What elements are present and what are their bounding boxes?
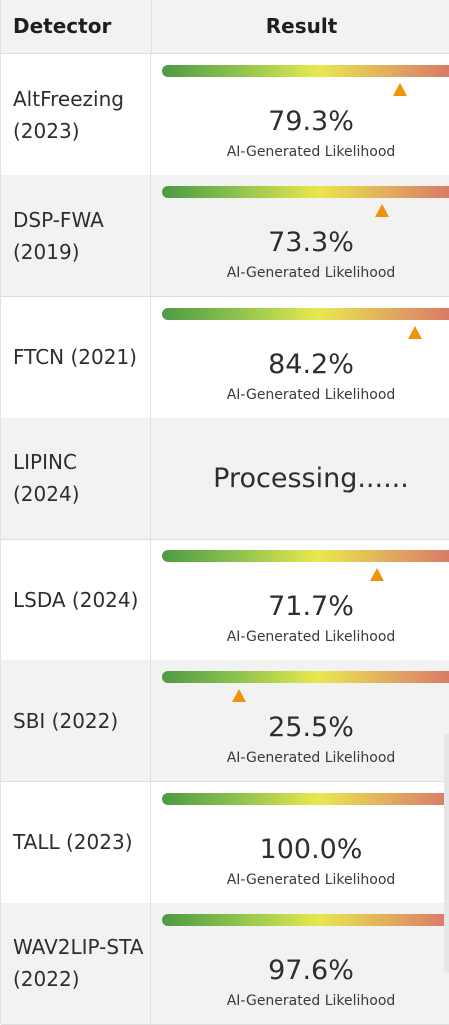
likelihood-marker-icon bbox=[374, 204, 389, 218]
table-row: LSDA (2024) 71.7% AI-Generated Likelihood bbox=[1, 539, 449, 661]
detector-cell: AltFreezing (2023) bbox=[1, 54, 151, 175]
detector-name: LSDA (2024) bbox=[13, 587, 139, 612]
detector-name: TALL (2023) bbox=[13, 830, 133, 854]
likelihood-marker-icon bbox=[392, 83, 407, 96]
detector-cell: FTCN (2021) bbox=[1, 296, 151, 418]
result-cell: 73.3% AI-Generated Likelihood bbox=[151, 175, 449, 296]
detector-cell: TALL (2023) bbox=[1, 781, 151, 903]
result-cell: 100.0% AI-Generated Likelihood bbox=[151, 782, 449, 903]
processing-status: Processing...... bbox=[213, 462, 409, 494]
likelihood-gradient-bar bbox=[162, 913, 449, 926]
result-cell: 97.6% AI-Generated Likelihood bbox=[151, 903, 449, 1024]
likelihood-caption: AI-Generated Likelihood bbox=[226, 750, 396, 767]
detector-name: AltFreezing (2023) bbox=[13, 86, 124, 143]
detector-name: FTCN (2021) bbox=[13, 345, 137, 369]
likelihood-percentage: 100.0% bbox=[259, 833, 363, 865]
likelihood-marker-icon bbox=[407, 325, 422, 339]
table-row: LIPINC (2024) Processing...... bbox=[1, 417, 449, 540]
likelihood-percentage: 73.3% bbox=[268, 227, 354, 259]
detector-cell: DSP-FWA (2019) bbox=[1, 175, 151, 297]
likelihood-caption: AI-Generated Likelihood bbox=[226, 386, 396, 403]
likelihood-gradient-bar bbox=[162, 792, 449, 805]
detector-cell: LIPINC (2024) bbox=[1, 417, 151, 539]
result-cell: 25.5% AI-Generated Likelihood bbox=[151, 660, 449, 781]
likelihood-marker-icon bbox=[231, 689, 246, 703]
likelihood-marker-icon bbox=[370, 568, 385, 581]
table-row: TALL (2023) 100.0% AI-Generated Likelihood bbox=[1, 781, 449, 904]
likelihood-caption: AI-Generated Likelihood bbox=[226, 992, 396, 1009]
table-header: Detector Result bbox=[1, 0, 449, 54]
result-cell: 71.7% AI-Generated Likelihood bbox=[151, 539, 449, 660]
likelihood-percentage: 97.6% bbox=[268, 954, 354, 986]
result-column-header: Result bbox=[151, 0, 449, 53]
detector-name: DSP-FWA (2019) bbox=[13, 207, 104, 264]
scrollbar[interactable] bbox=[444, 733, 449, 973]
table-row: AltFreezing (2023) 79.3% AI-Generated Like… bbox=[1, 54, 449, 176]
detector-column-header: Detector bbox=[13, 14, 112, 38]
table-row: SBI (2022) 25.5% AI-Generated Likelihood bbox=[1, 660, 449, 783]
likelihood-gradient-bar bbox=[162, 186, 449, 199]
table-row: WAV2LIP-STA (2022) 97.6% AI-Generated Like… bbox=[1, 902, 449, 1025]
likelihood-caption: AI-Generated Likelihood bbox=[226, 144, 396, 160]
likelihood-caption: AI-Generated Likelihood bbox=[226, 629, 396, 645]
likelihood-gradient-bar bbox=[162, 65, 449, 77]
likelihood-caption: AI-Generated Likelihood bbox=[226, 871, 396, 888]
detector-cell: SBI (2022) bbox=[1, 660, 151, 782]
detector-name: LIPINC (2024) bbox=[13, 450, 80, 507]
detector-cell: WAV2LIP-STA (2022) bbox=[1, 902, 151, 1024]
detector-name: SBI (2022) bbox=[13, 708, 119, 733]
result-cell: 84.2% AI-Generated Likelihood bbox=[151, 297, 449, 418]
table-row: DSP-FWA (2019) 73.3% AI-Generated Likeliho… bbox=[1, 175, 449, 298]
detector-name: WAV2LIP-STA (2022) bbox=[13, 935, 144, 992]
likelihood-percentage: 71.7% bbox=[268, 591, 354, 622]
likelihood-gradient-bar bbox=[162, 671, 449, 684]
result-cell: Processing...... bbox=[151, 418, 449, 539]
result-cell: 79.3% AI-Generated Likelihood bbox=[151, 54, 449, 175]
likelihood-percentage: 84.2% bbox=[268, 348, 354, 380]
likelihood-caption: AI-Generated Likelihood bbox=[226, 265, 396, 282]
likelihood-percentage: 25.5% bbox=[268, 712, 354, 744]
table-row: FTCN (2021) 84.2% AI-Generated Likelihood bbox=[1, 296, 449, 419]
likelihood-gradient-bar bbox=[162, 307, 449, 320]
likelihood-percentage: 79.3% bbox=[268, 106, 354, 137]
likelihood-gradient-bar bbox=[162, 550, 449, 562]
detector-cell: LSDA (2024) bbox=[1, 539, 151, 660]
